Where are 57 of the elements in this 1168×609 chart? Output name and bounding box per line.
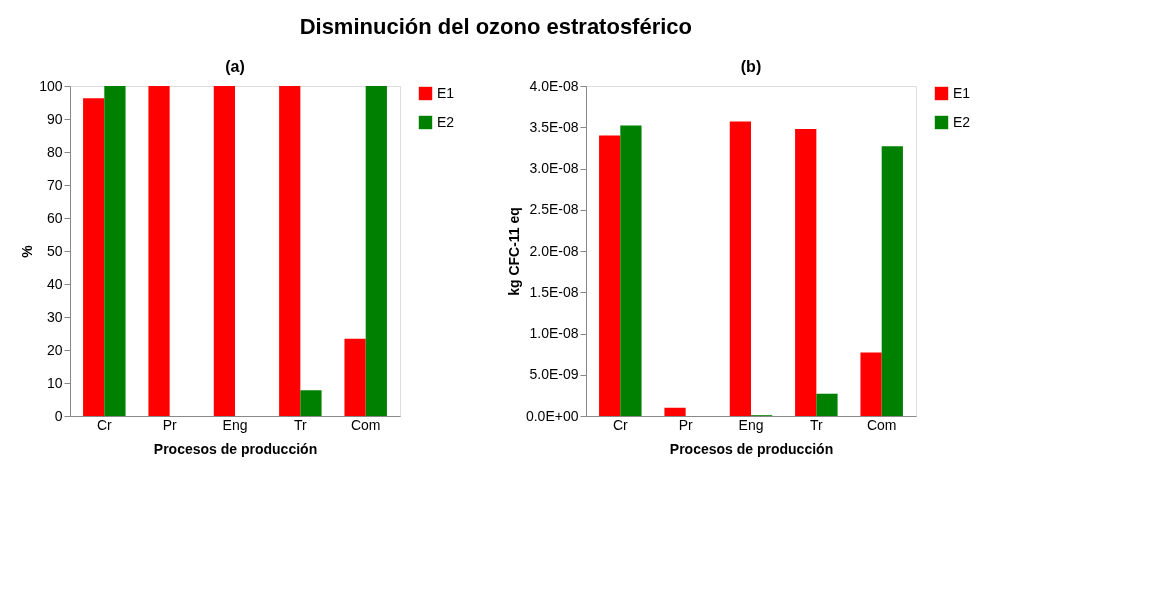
- legend-label: E1: [437, 84, 455, 101]
- y-tick-label: 20: [46, 341, 63, 358]
- x-tick-label: Tr: [293, 416, 308, 433]
- y-tick-label: 3.5E-08: [529, 118, 579, 135]
- y-tick-label: 100: [39, 77, 63, 94]
- y-tick-label: 90: [46, 110, 63, 127]
- x-tick-label: Pr: [162, 416, 177, 433]
- y-tick-label: 1.0E-08: [529, 325, 579, 341]
- x-axis-title: Procesos de producción: [153, 440, 318, 457]
- bar: [104, 86, 126, 416]
- x-tick-label: Tr: [809, 416, 824, 433]
- bar: [344, 338, 366, 416]
- legend-label: E2: [437, 113, 455, 130]
- y-tick-label: 5.0E-09: [529, 366, 579, 383]
- x-tick-label: Com: [350, 416, 381, 433]
- bar: [795, 128, 817, 416]
- y-tick-label: 30: [46, 308, 63, 325]
- y-tick-label: 2.5E-08: [529, 201, 579, 218]
- y-tick-label: 2.0E-08: [529, 242, 579, 259]
- bar: [599, 135, 621, 416]
- y-tick-label: 40: [46, 275, 63, 292]
- bar: [729, 121, 751, 416]
- bar: [279, 86, 301, 416]
- x-tick-label: Eng: [222, 416, 248, 433]
- y-tick-label: 3.0E-08: [529, 160, 579, 176]
- chart-title: (a): [225, 58, 245, 75]
- y-tick-label: 60: [46, 209, 63, 226]
- bar: [860, 352, 882, 416]
- y-axis-title: %: [19, 244, 36, 258]
- x-tick-label: Com: [866, 416, 897, 433]
- x-tick-label: Eng: [738, 416, 764, 433]
- y-tick-label: 0.0E+00: [525, 407, 579, 424]
- x-tick-label: Cr: [96, 416, 113, 433]
- legend-label: E1: [953, 84, 971, 101]
- bar: [213, 86, 235, 416]
- x-axis-title: Procesos de producción: [669, 440, 834, 457]
- y-tick-label: 10: [46, 374, 63, 391]
- legend-label: E2: [953, 113, 971, 130]
- x-tick-label: Cr: [612, 416, 629, 433]
- y-axis-title: kg CFC-11 eq: [505, 207, 522, 296]
- y-tick-label: 4.0E-08: [529, 77, 579, 94]
- bar: [300, 390, 322, 416]
- y-tick-label: 1.5E-08: [529, 283, 579, 300]
- bar: [148, 86, 170, 416]
- text: Disminución del ozono estratosférico: [299, 13, 693, 39]
- x-tick-label: Pr: [678, 416, 693, 433]
- y-tick-label: 80: [46, 143, 63, 160]
- bar: [816, 393, 838, 416]
- bar: [83, 98, 105, 416]
- chart-title: (b): [740, 58, 762, 75]
- bar: [664, 407, 686, 416]
- bar: [881, 146, 903, 416]
- bar: [365, 86, 387, 416]
- y-tick-label: 70: [46, 176, 63, 193]
- y-tick-label: 50: [46, 242, 63, 259]
- y-tick-label: 0: [54, 407, 63, 424]
- bar: [620, 125, 642, 416]
